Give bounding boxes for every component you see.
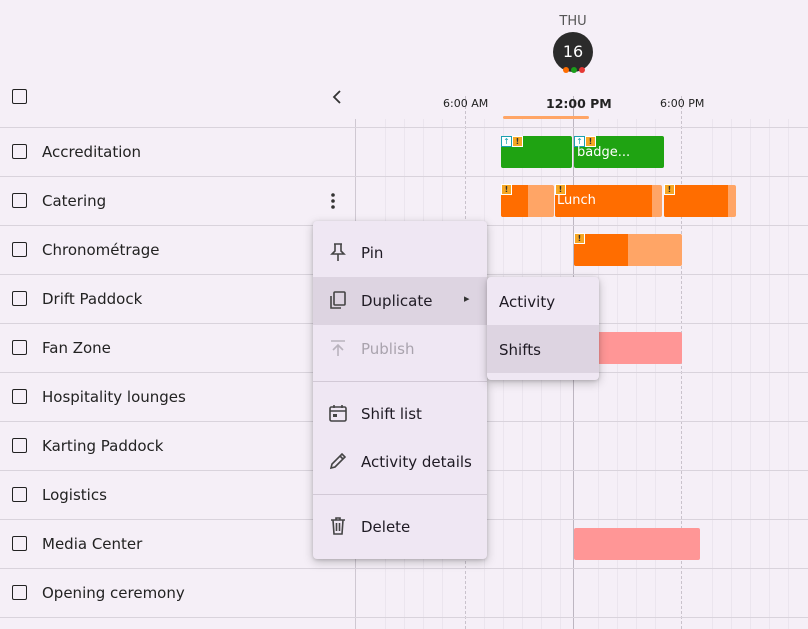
activity-label[interactable]: Logistics <box>42 486 107 504</box>
warning-icon: ! <box>574 233 585 244</box>
row-checkbox[interactable] <box>12 438 27 453</box>
publish-icon: ↑ <box>574 136 585 147</box>
menu-item-label: Shift list <box>361 405 422 423</box>
row-checkbox[interactable] <box>12 536 27 551</box>
day-status-dots <box>561 67 587 75</box>
activity-label[interactable]: Catering <box>42 192 107 210</box>
row-checkbox[interactable] <box>12 144 27 159</box>
menu-item-label: Pin <box>361 244 384 262</box>
menu-item-label: Duplicate <box>361 292 433 310</box>
shift-label: badge... <box>577 145 631 160</box>
header-progress-strip <box>503 116 589 119</box>
menu-item-delete[interactable]: Delete <box>313 503 487 551</box>
row-checkbox[interactable] <box>12 487 27 502</box>
row-checkbox[interactable] <box>12 242 27 257</box>
row-divider <box>0 617 808 618</box>
row-divider <box>0 568 808 569</box>
activity-label[interactable]: Accreditation <box>42 143 142 161</box>
publish-icon: ↑ <box>501 136 512 147</box>
warning-icon: ! <box>512 136 523 147</box>
activity-label[interactable]: Karting Paddock <box>42 437 164 455</box>
grid-line <box>788 119 789 629</box>
menu-item-shift-list[interactable]: Shift list <box>313 390 487 438</box>
more-vert-icon[interactable] <box>329 192 337 210</box>
activity-label[interactable]: Chronométrage <box>42 241 160 259</box>
submenu-item-label: Shifts <box>499 341 541 359</box>
menu-item-duplicate[interactable]: Duplicate ▸ <box>313 277 487 325</box>
grid-line <box>712 119 713 629</box>
duplicate-icon <box>327 289 349 311</box>
shift-label: Lunch <box>557 193 596 208</box>
row-checkbox[interactable] <box>12 389 27 404</box>
activity-label[interactable]: Opening ceremony <box>42 584 185 602</box>
warning-icon: ! <box>501 184 512 195</box>
pencil-icon <box>327 450 349 472</box>
grid-line <box>617 119 618 629</box>
row-checkbox[interactable] <box>12 291 27 306</box>
select-all-checkbox[interactable] <box>12 89 27 104</box>
menu-item-pin[interactable]: Pin <box>313 229 487 277</box>
activity-label[interactable]: Media Center <box>42 535 143 553</box>
shift-fill <box>555 185 652 217</box>
duplicate-submenu: Activity Shifts <box>487 277 599 380</box>
menu-item-label: Delete <box>361 518 411 536</box>
warning-icon: ! <box>555 184 566 195</box>
grid-line <box>750 119 751 629</box>
row-checkbox[interactable] <box>12 340 27 355</box>
submenu-arrow-icon: ▸ <box>464 292 470 305</box>
warning-icon: ! <box>585 136 596 147</box>
menu-item-label: Publish <box>361 340 415 358</box>
chevron-left-icon[interactable] <box>329 88 345 106</box>
day-name: THU <box>559 14 587 29</box>
menu-separator <box>313 381 487 382</box>
day-number-badge[interactable]: 16 <box>553 32 593 72</box>
activity-label[interactable]: Hospitality lounges <box>42 388 186 406</box>
warning-icon: ! <box>664 184 675 195</box>
activity-label[interactable]: Fan Zone <box>42 339 111 357</box>
grid-line <box>731 119 732 629</box>
row-divider <box>0 176 808 177</box>
submenu-item-activity[interactable]: Activity <box>487 277 599 325</box>
trash-icon <box>327 515 349 537</box>
status-dot <box>563 67 569 73</box>
pin-icon <box>327 241 349 263</box>
submenu-item-shifts[interactable]: Shifts <box>487 325 599 373</box>
menu-item-publish[interactable]: Publish <box>313 325 487 373</box>
grid-line <box>769 119 770 629</box>
time-label-current: 12:00 PM <box>546 96 612 111</box>
row-checkbox[interactable] <box>12 193 27 208</box>
menu-item-activity-details[interactable]: Activity details <box>313 438 487 486</box>
time-label: 6:00 AM <box>443 97 489 110</box>
status-dot <box>579 67 585 73</box>
activity-label[interactable]: Drift Paddock <box>42 290 143 308</box>
context-menu: Pin Duplicate ▸ Publish Shift list Activ… <box>313 221 487 559</box>
row-checkbox[interactable] <box>12 585 27 600</box>
grid-line <box>636 119 637 629</box>
menu-item-label: Activity details <box>361 453 472 471</box>
status-dot <box>571 67 577 73</box>
row-divider <box>0 127 808 128</box>
grid-line <box>655 119 656 629</box>
menu-separator <box>313 494 487 495</box>
time-label: 6:00 PM <box>660 97 705 110</box>
calendar-icon <box>327 402 349 424</box>
shift-bar[interactable] <box>574 528 700 560</box>
submenu-item-label: Activity <box>499 293 556 311</box>
publish-icon <box>327 337 349 359</box>
